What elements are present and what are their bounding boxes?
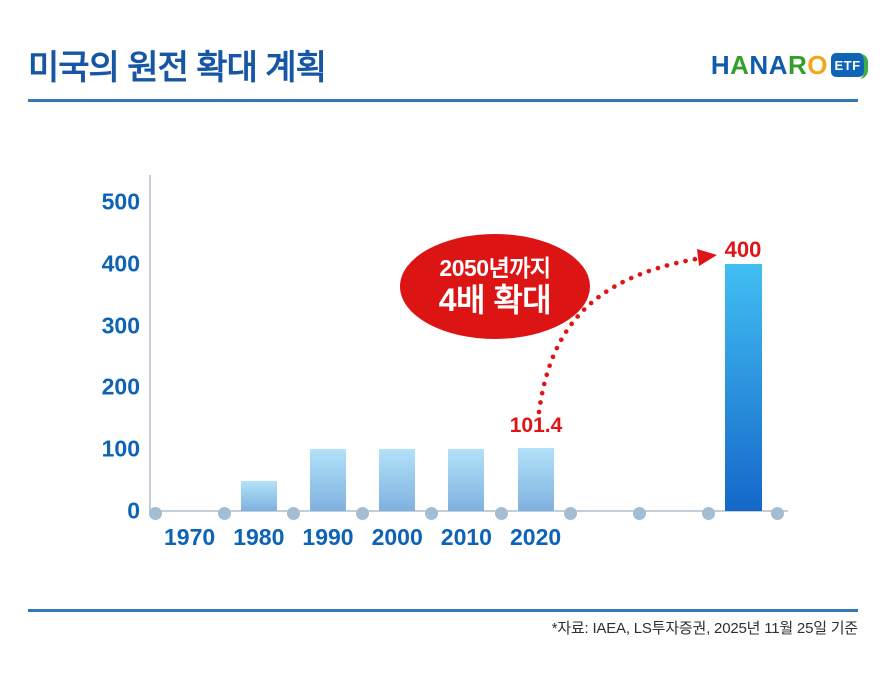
logo-letter: H	[710, 50, 731, 80]
logo-brand-text: HANARO	[711, 52, 828, 78]
page-title: 미국의 원전 확대 계획	[28, 49, 327, 87]
bar-2010	[448, 449, 485, 511]
axis-dot	[425, 506, 439, 520]
annotation-line1: 2050년까지	[439, 255, 551, 281]
header-divider	[28, 99, 858, 102]
x-label-2010: 2010	[440, 524, 492, 550]
logo-etf-badge-label: ETF	[834, 57, 861, 73]
axis-dot	[286, 506, 300, 520]
logo-etf-badge: ETF	[831, 53, 868, 79]
axis-dot	[217, 506, 231, 520]
y-tick-label-300: 300	[101, 312, 140, 339]
annotation-line2: 4배 확대	[438, 282, 552, 318]
axis-dot	[702, 506, 716, 520]
value-label-2050: 400	[724, 237, 762, 262]
x-label-1990: 1990	[302, 524, 354, 550]
logo-letter: O	[807, 50, 828, 80]
leaf-icon	[859, 54, 868, 79]
y-axis	[149, 175, 151, 513]
axis-dot	[356, 506, 370, 520]
logo-letter: N	[749, 50, 769, 80]
value-label-2020: 101.4	[509, 414, 563, 437]
bar-2020	[517, 448, 554, 511]
logo-letter: A	[768, 50, 788, 80]
source-note: *자료: IAEA, LS투자증권, 2025년 11월 25일 기준	[551, 620, 859, 637]
bar-2000	[379, 449, 416, 511]
logo-letter: A	[730, 50, 750, 80]
y-tick-label-100: 100	[101, 435, 140, 462]
x-label-1980: 1980	[233, 524, 285, 550]
y-tick-label-200: 200	[101, 373, 140, 400]
x-axis	[149, 510, 788, 512]
x-label-1970: 1970	[164, 524, 216, 550]
axis-dot	[632, 506, 646, 520]
footer-divider	[28, 609, 858, 612]
annotation-bubble: 2050년까지 4배 확대	[400, 234, 590, 339]
x-label-2000: 2000	[371, 524, 423, 550]
y-tick-label-500: 500	[101, 188, 140, 215]
x-label-2020: 2020	[510, 524, 562, 550]
axis-dot	[494, 506, 508, 520]
hanaro-etf-logo: HANARO ETF	[711, 52, 868, 79]
axis-dot	[148, 506, 162, 520]
bar-2050-projected	[724, 263, 762, 511]
bar-1990	[310, 449, 346, 511]
bar-1980	[240, 481, 277, 511]
logo-letter: R	[787, 50, 808, 80]
axis-dot	[563, 506, 577, 520]
axis-dot	[771, 506, 785, 520]
y-tick-label-400: 400	[101, 250, 140, 277]
y-tick-label-0: 0	[127, 497, 140, 524]
